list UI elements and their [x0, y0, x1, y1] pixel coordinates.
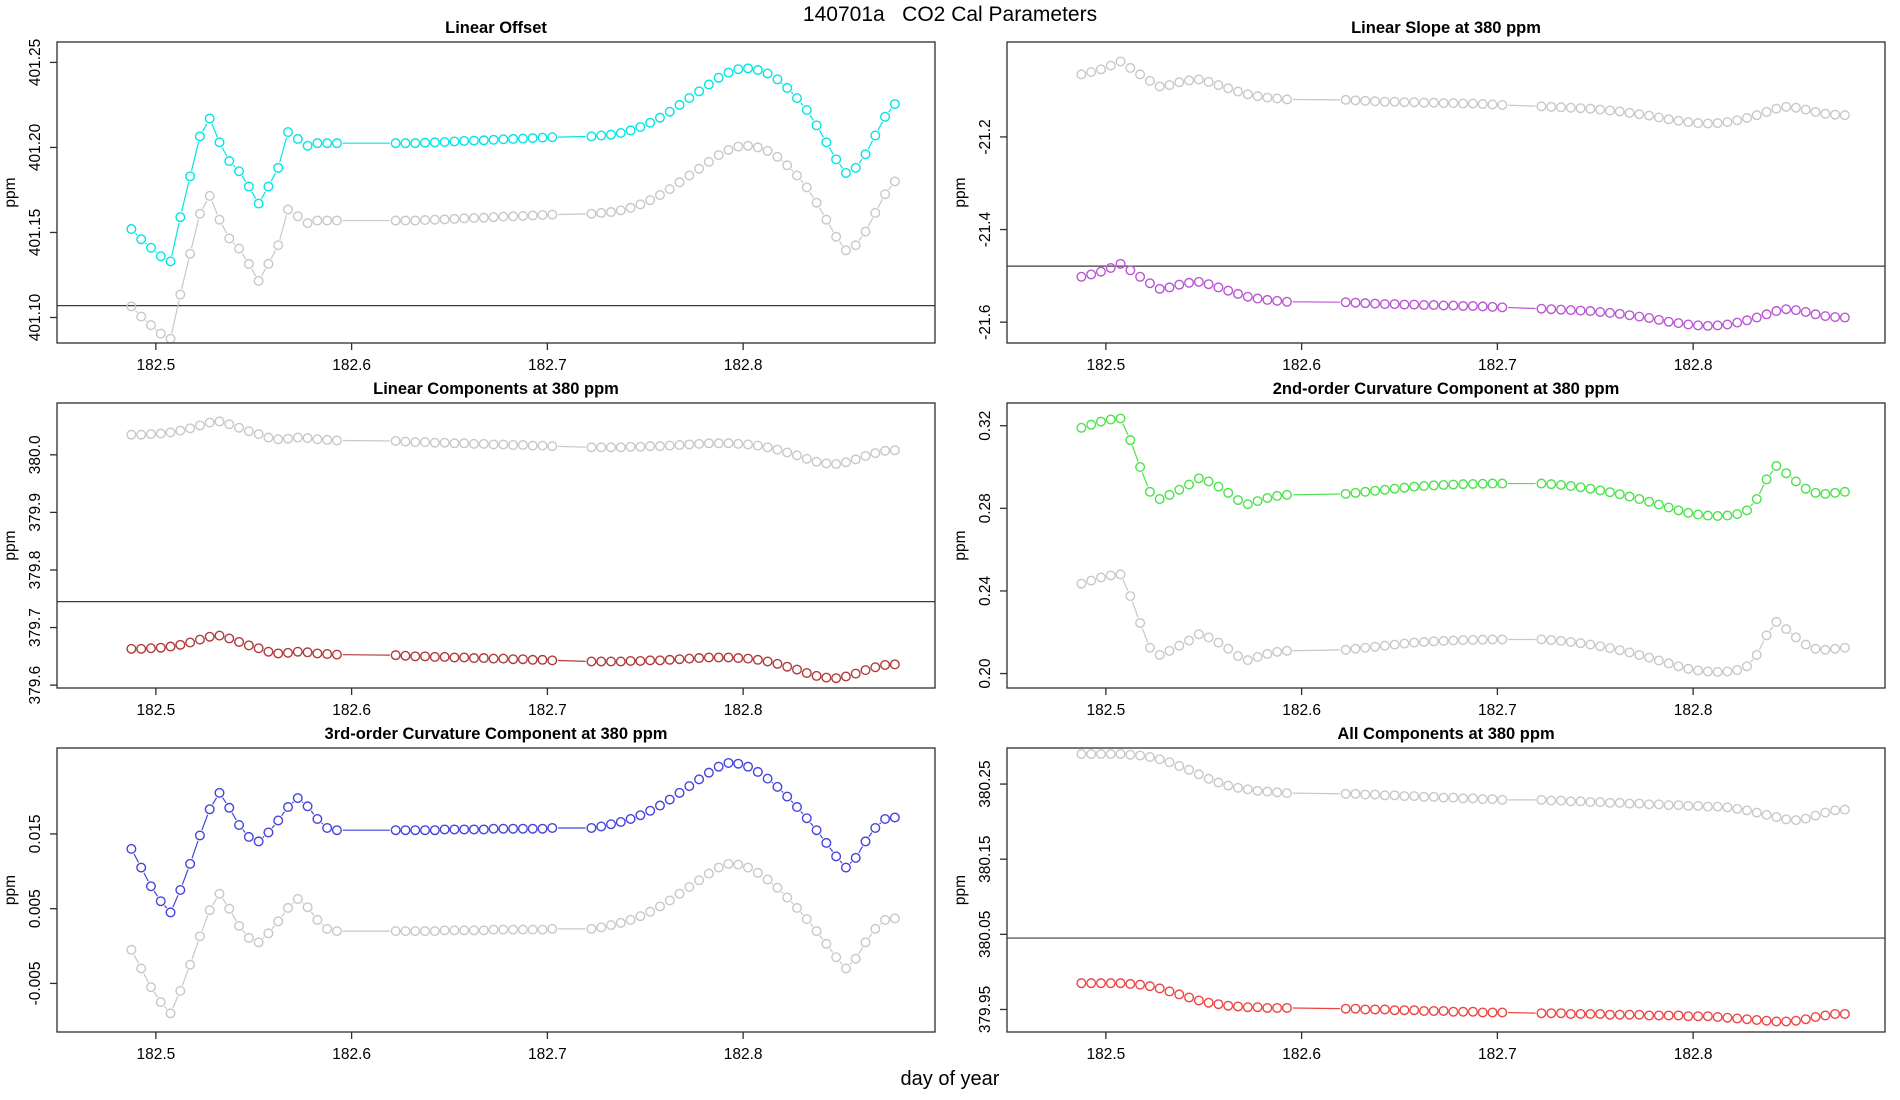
plot-box — [1006, 41, 1886, 344]
y-tick-label: 379.9 — [27, 493, 44, 532]
series-blue — [126, 757, 900, 918]
y-tick-label: -21.4 — [977, 212, 994, 248]
x-tick-label: 182.5 — [136, 357, 175, 374]
x-tick-label: 182.8 — [724, 357, 763, 374]
y-tick-label: 401.20 — [27, 123, 44, 171]
figure-title: 140701a CO2 Cal Parameters — [802, 3, 1098, 26]
x-axis-label: day of year — [900, 1068, 1000, 1090]
x-axis: 182.5 182.6 182.7 182.8 — [136, 1032, 763, 1063]
series-violet — [1076, 258, 1850, 331]
panel-title: All Components at 380 ppm — [1337, 725, 1554, 743]
y-axis-title: ppm — [2, 177, 19, 207]
x-tick-label: 182.8 — [724, 1046, 763, 1063]
series-gray — [126, 140, 900, 344]
x-tick-label: 182.7 — [528, 357, 567, 374]
x-tick-label: 182.7 — [1478, 357, 1517, 374]
x-tick-label: 182.8 — [1674, 357, 1713, 374]
y-tick-label: 0.32 — [977, 411, 994, 441]
panel-title: 3rd-order Curvature Component at 380 ppm — [325, 725, 668, 743]
panel-2nd-order-curvature-component-at-380-ppm: 2nd-order Curvature Component at 380 ppm… — [952, 380, 1886, 719]
x-tick-label: 182.7 — [1478, 1046, 1517, 1063]
y-tick-label: 379.95 — [977, 986, 994, 1033]
x-tick-label: 182.6 — [332, 357, 371, 374]
y-axis: 379.6 379.7 379.8 379.9 380.0 ppm — [2, 435, 57, 705]
series-gray — [1076, 56, 1850, 129]
x-tick-label: 182.7 — [528, 702, 567, 719]
panel-title: Linear Slope at 380 ppm — [1351, 19, 1541, 37]
y-axis-title: ppm — [2, 875, 19, 905]
y-tick-label: 401.15 — [27, 209, 44, 256]
series-gray — [1076, 749, 1850, 826]
y-tick-label: -0.005 — [27, 961, 44, 1005]
plot-box — [56, 747, 936, 1033]
series-dark-red — [126, 630, 900, 684]
y-tick-label: 379.7 — [27, 608, 44, 647]
x-tick-label: 182.5 — [136, 1046, 175, 1063]
y-tick-label: 0.28 — [977, 493, 994, 523]
y-tick-label: 379.6 — [27, 666, 44, 705]
series-red — [1076, 978, 1850, 1027]
x-tick-label: 182.7 — [1478, 702, 1517, 719]
panel-title: 2nd-order Curvature Component at 380 ppm — [1273, 380, 1620, 398]
plot-box — [1006, 747, 1886, 1033]
panel-linear-components-at-380-ppm: Linear Components at 380 ppm379.6379.737… — [2, 380, 936, 719]
y-axis-title: ppm — [2, 530, 19, 560]
plot-box — [1006, 402, 1886, 689]
y-axis: 401.10 401.15 401.20 401.25 ppm — [2, 39, 57, 341]
y-tick-label: 401.10 — [27, 293, 44, 341]
series-green — [1076, 413, 1850, 521]
series-gray — [1076, 569, 1850, 677]
series-cyan — [126, 63, 900, 267]
x-tick-label: 182.5 — [136, 702, 175, 719]
x-axis: 182.5 182.6 182.7 182.8 — [1086, 1032, 1713, 1063]
x-tick-label: 182.7 — [528, 1046, 567, 1063]
panel-title: Linear Components at 380 ppm — [373, 380, 619, 398]
x-axis: 182.5 182.6 182.7 182.8 — [136, 343, 763, 374]
y-tick-label: 380.25 — [977, 760, 994, 807]
y-tick-label: 0.24 — [977, 575, 994, 606]
x-tick-label: 182.8 — [724, 702, 763, 719]
series-gray — [126, 416, 900, 470]
panel-title: Linear Offset — [445, 19, 547, 37]
x-tick-label: 182.6 — [1282, 702, 1321, 719]
x-tick-label: 182.5 — [1086, 702, 1125, 719]
y-axis: 379.95 380.05 380.15 380.25 ppm — [952, 760, 1007, 1033]
y-tick-label: -21.2 — [977, 119, 994, 154]
panel-linear-slope-at-380-ppm: Linear Slope at 380 ppm -21.6 -21.4 -21.2 pp… — [952, 19, 1886, 374]
x-tick-label: 182.6 — [1282, 1046, 1321, 1063]
y-axis: -0.005 0.005 0.015 ppm — [2, 815, 57, 1005]
series-gray — [126, 858, 900, 1019]
y-tick-label: 380.05 — [977, 911, 994, 958]
x-tick-label: 182.8 — [1674, 1046, 1713, 1063]
y-axis: -21.6 -21.4 -21.2 ppm — [952, 119, 1007, 340]
y-axis-title: ppm — [952, 875, 969, 905]
x-tick-label: 182.5 — [1086, 1046, 1125, 1063]
x-tick-label: 182.8 — [1674, 702, 1713, 719]
x-tick-label: 182.5 — [1086, 357, 1125, 374]
y-tick-label: -21.6 — [977, 304, 994, 339]
x-axis: 182.5 182.6 182.7 182.8 — [1086, 343, 1713, 374]
x-axis: 182.5 182.6 182.7 182.8 — [1086, 688, 1713, 719]
y-tick-label: 0.005 — [27, 889, 44, 928]
y-tick-label: 380.0 — [27, 435, 44, 474]
y-tick-label: 401.25 — [27, 39, 44, 86]
y-tick-label: 0.20 — [977, 658, 994, 689]
y-tick-label: 0.015 — [27, 815, 44, 854]
x-tick-label: 182.6 — [332, 702, 371, 719]
x-tick-label: 182.6 — [332, 1046, 371, 1063]
y-tick-label: 380.15 — [977, 835, 994, 882]
x-tick-label: 182.6 — [1282, 357, 1321, 374]
plot-box — [56, 402, 936, 689]
y-axis: 0.20 0.24 0.28 0.32 ppm — [952, 411, 1007, 689]
y-axis-title: ppm — [952, 530, 969, 560]
y-tick-label: 379.8 — [27, 551, 44, 590]
panel-3rd-order-curvature-component-at-380-ppm: 3rd-order Curvature Component at 380 ppm… — [2, 725, 936, 1063]
y-axis-title: ppm — [952, 177, 969, 207]
plot-box — [56, 41, 936, 344]
panel-all-components-at-380-ppm: All Components at 380 ppm 379.95 380.05 380… — [952, 725, 1886, 1063]
panel-linear-offset: Linear Offset 401.10 401.15 401.20 401.25 ppm… — [2, 19, 936, 374]
x-axis: 182.5 182.6 182.7 182.8 — [136, 688, 763, 719]
